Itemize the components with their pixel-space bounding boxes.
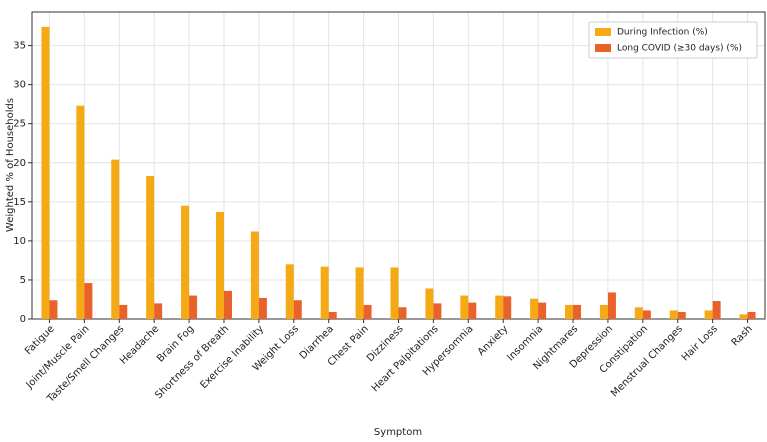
legend-swatch	[595, 28, 611, 36]
bar	[739, 314, 748, 319]
bar	[250, 231, 259, 319]
bar	[565, 304, 574, 319]
bar	[390, 267, 399, 319]
bar	[328, 311, 337, 319]
bar	[285, 264, 294, 319]
y-tick-label: 15	[13, 197, 26, 208]
bar	[634, 307, 643, 319]
bar	[49, 300, 58, 319]
bar	[146, 176, 155, 319]
y-axis-label: Weighted % of Households	[5, 98, 16, 232]
bar	[154, 303, 163, 319]
bar	[293, 300, 302, 319]
bar	[425, 288, 434, 319]
bar	[495, 295, 504, 319]
bar	[669, 310, 678, 319]
bar	[84, 283, 93, 319]
x-axis-label: Symptom	[374, 427, 422, 438]
legend-label: During Infection (%)	[617, 28, 708, 38]
x-tick-label: Anxiety	[476, 323, 511, 358]
y-tick-label: 25	[13, 119, 26, 130]
bar	[119, 304, 128, 319]
y-tick-label: 10	[13, 236, 26, 247]
x-tick-label: Rash	[730, 323, 755, 348]
bar	[468, 302, 477, 319]
x-tick-label: Exercise Inability	[198, 323, 266, 391]
bar	[538, 302, 547, 319]
bar	[530, 298, 539, 319]
y-tick-label: 5	[20, 275, 26, 286]
bar	[712, 301, 721, 319]
bar	[677, 311, 686, 319]
bar	[111, 159, 120, 319]
legend-swatch	[595, 44, 611, 52]
bar	[189, 295, 198, 319]
x-tick-label: Heart Palpitations	[370, 323, 441, 394]
x-tick-label: Menstrual Changes	[609, 323, 685, 399]
x-tick-label: Hair Loss	[680, 323, 720, 363]
x-tick-label: Joint/Muscle Pain	[24, 323, 92, 391]
bar	[704, 310, 713, 319]
y-tick-label: 35	[13, 41, 26, 52]
bar	[223, 290, 232, 319]
bar	[599, 304, 608, 319]
x-tick-label: Fatigue	[23, 323, 57, 357]
bar	[398, 307, 407, 319]
bar	[433, 303, 442, 319]
bar	[607, 292, 616, 319]
bar	[503, 296, 512, 319]
y-tick-label: 0	[20, 314, 26, 325]
bar	[363, 304, 372, 319]
bar	[573, 304, 582, 319]
bar	[355, 267, 364, 319]
legend-box	[588, 21, 758, 59]
legend-label: Long COVID (≥30 days) (%)	[617, 44, 742, 54]
y-tick-label: 20	[13, 158, 26, 169]
bar	[258, 297, 267, 319]
bar	[747, 311, 756, 319]
bar	[215, 211, 224, 319]
bar	[41, 26, 50, 320]
y-tick-label: 30	[13, 80, 26, 91]
bar	[181, 205, 190, 319]
bar	[76, 105, 85, 320]
bar	[320, 266, 329, 319]
bar	[642, 310, 651, 319]
bar	[460, 295, 469, 319]
